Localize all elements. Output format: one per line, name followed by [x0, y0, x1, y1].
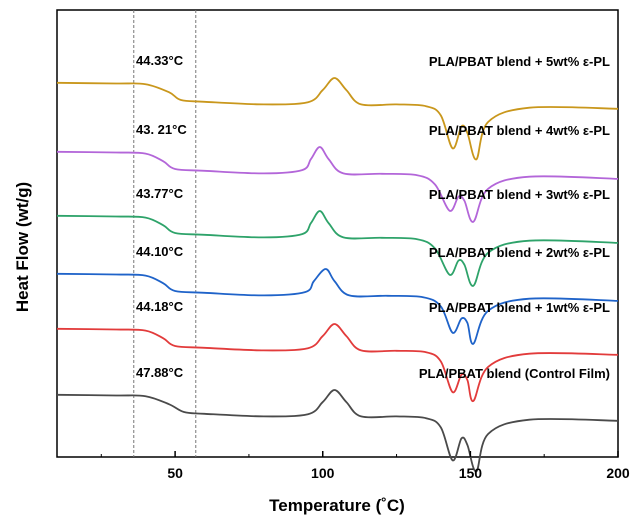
series-label: PLA/PBAT blend (Control Film)	[419, 366, 610, 381]
series-label: PLA/PBAT blend + 5wt% ε-PL	[429, 54, 610, 69]
series-line	[56, 77, 619, 161]
tg-label: 44.18°C	[136, 299, 184, 314]
series-label: PLA/PBAT blend + 2wt% ε-PL	[429, 245, 610, 260]
tg-label: 43. 21°C	[136, 122, 187, 137]
x-tick-label: 100	[311, 465, 335, 481]
tg-label: 44.10°C	[136, 244, 184, 259]
x-tick-label: 50	[167, 465, 183, 481]
series-line	[56, 268, 619, 345]
x-tick-label: 200	[606, 465, 630, 481]
x-tick-label: 150	[459, 465, 483, 481]
tg-label: 43.77°C	[136, 186, 184, 201]
series-line	[56, 323, 619, 402]
tg-label: 44.33°C	[136, 53, 184, 68]
series-line	[56, 146, 619, 223]
tg-label: 47.88°C	[136, 365, 184, 380]
series-label: PLA/PBAT blend + 4wt% ε-PL	[429, 123, 610, 138]
y-axis-title: Heat Flow (wt/g)	[13, 182, 32, 312]
series-label: PLA/PBAT blend + 1wt% ε-PL	[429, 300, 610, 315]
series-line	[56, 210, 619, 287]
x-axis-title: Temperature (˚C)	[269, 496, 405, 515]
plot-frame	[56, 9, 619, 458]
series-line	[56, 389, 619, 473]
series-label: PLA/PBAT blend + 3wt% ε-PL	[429, 187, 610, 202]
